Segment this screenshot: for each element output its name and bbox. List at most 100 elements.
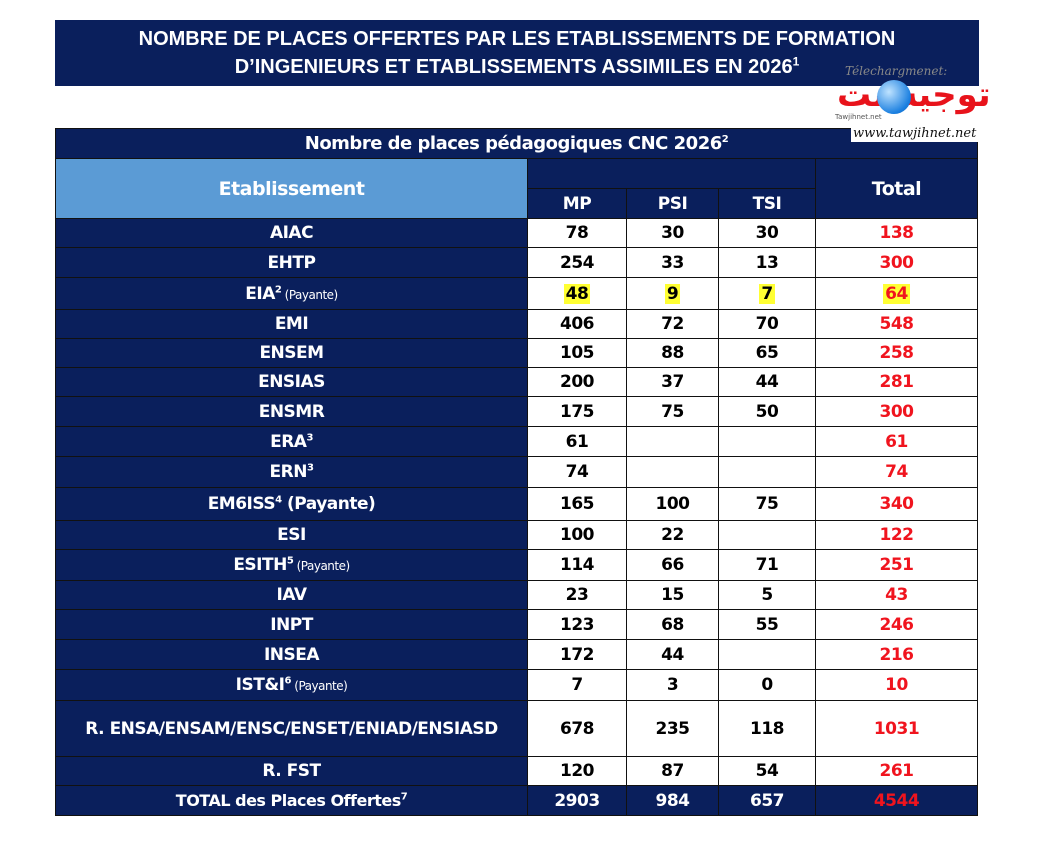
page-title: NOMBRE DE PLACES OFFERTES PAR LES ETABLI… bbox=[55, 20, 979, 86]
table-row: INPT 123 68 55 246 bbox=[55, 609, 978, 640]
table-row: ENSMR 175 75 50 300 bbox=[55, 396, 978, 427]
cell-mp: 74 bbox=[527, 456, 627, 488]
watermark-arabic: توجيه نت bbox=[837, 75, 991, 115]
etablissement-name: ERN bbox=[269, 462, 308, 482]
cell-total: 281 bbox=[815, 367, 978, 397]
etablissement-name: INSEA bbox=[263, 644, 320, 665]
cell-total: 258 bbox=[815, 338, 978, 368]
cell-tsi: 44 bbox=[718, 367, 816, 397]
cell-total: 340 bbox=[815, 487, 978, 521]
cell-mp: 200 bbox=[527, 367, 627, 397]
cell-psi: 15 bbox=[626, 580, 719, 610]
places-table: Nombre de places pédagogiques CNC 20262 … bbox=[55, 128, 978, 816]
cell-psi bbox=[626, 456, 719, 488]
cell-etablissement: INSEA bbox=[55, 639, 528, 670]
etablissement-name: ENSEM bbox=[259, 343, 324, 363]
etablissement-name: AIAC bbox=[269, 223, 314, 243]
table-row: ESITH5 (Payante) 114 66 71 251 bbox=[55, 549, 978, 581]
table-row: ERN3 74 74 bbox=[55, 456, 978, 488]
header-total: Total bbox=[815, 158, 978, 219]
cell-etablissement: INPT bbox=[55, 609, 528, 640]
table-row: ERA3 61 61 bbox=[55, 426, 978, 457]
cell-total: 138 bbox=[815, 218, 978, 248]
watermark-small: Tawjihnet.net bbox=[835, 113, 882, 121]
cell-total: 251 bbox=[815, 549, 978, 581]
cell-psi: 235 bbox=[626, 700, 719, 757]
cell-etablissement: ENSMR bbox=[55, 396, 528, 427]
cell-total: 300 bbox=[815, 396, 978, 427]
table-row: IAV 23 15 5 43 bbox=[55, 580, 978, 610]
watermark-logo: Télechargmenet: توجيه نت Tawjihnet.net w… bbox=[815, 62, 995, 144]
cell-psi: 68 bbox=[626, 609, 719, 640]
etablissement-name: EIA bbox=[245, 283, 275, 304]
cell-psi bbox=[626, 426, 719, 457]
cell-mp: 78 bbox=[527, 218, 627, 248]
cell-mp: 23 bbox=[527, 580, 627, 610]
cell-total: 43 bbox=[815, 580, 978, 610]
footnote-mark: 7 bbox=[400, 791, 408, 803]
cell-psi: 75 bbox=[626, 396, 719, 427]
cell-mp: 105 bbox=[527, 338, 627, 368]
total-mp: 2903 bbox=[527, 785, 627, 816]
cell-psi: 100 bbox=[626, 487, 719, 521]
cell-etablissement: R. ENSA/ENSAM/ENSC/ENSET/ENIAD/ENSIASD bbox=[55, 700, 528, 757]
cell-total: 74 bbox=[815, 456, 978, 488]
cell-total: 122 bbox=[815, 520, 978, 550]
highlighted-value: 48 bbox=[563, 283, 591, 304]
cell-etablissement: ESI bbox=[55, 520, 528, 550]
table-row: ENSEM 105 88 65 258 bbox=[55, 338, 978, 368]
etablissement-name: R. ENSA/ENSAM/ENSC/ENSET/ENIAD/ENSIASD bbox=[85, 718, 498, 739]
etablissement-name: ESI bbox=[277, 525, 306, 545]
table-row: EIA2 (Payante) 48 9 7 64 bbox=[55, 277, 978, 310]
table-caption: Nombre de places pédagogiques CNC 20262 bbox=[55, 128, 978, 159]
total-row: TOTAL des Places Offertes7 2903 984 657 4544 bbox=[55, 785, 978, 816]
etablissement-name: IST&I bbox=[235, 675, 285, 695]
cell-mp: 172 bbox=[527, 639, 627, 670]
footnote-mark: 2 bbox=[274, 283, 282, 295]
etablissement-name: EM6ISS bbox=[207, 494, 276, 514]
cell-mp: 120 bbox=[527, 756, 627, 786]
cell-etablissement: EMI bbox=[55, 309, 528, 339]
highlighted-value: 64 bbox=[883, 283, 910, 304]
cell-etablissement: EHTP bbox=[55, 247, 528, 278]
cell-etablissement: IAV bbox=[55, 580, 528, 610]
globe-icon bbox=[877, 80, 911, 114]
cell-total: 300 bbox=[815, 247, 978, 278]
cell-tsi: 7 bbox=[718, 277, 816, 310]
cell-total: 1031 bbox=[815, 700, 978, 757]
cell-tsi: 71 bbox=[718, 549, 816, 581]
cell-mp: 678 bbox=[527, 700, 627, 757]
table-row: AIAC 78 30 30 138 bbox=[55, 218, 978, 248]
footnote-mark: 3 bbox=[306, 431, 313, 443]
etablissement-name: IAV bbox=[276, 585, 308, 605]
table-row: EHTP 254 33 13 300 bbox=[55, 247, 978, 278]
cell-psi: 9 bbox=[626, 277, 719, 310]
etablissement-note: (Payante) bbox=[281, 287, 339, 302]
table-row: EM6ISS4 (Payante) 165 100 75 340 bbox=[55, 487, 978, 521]
cell-mp: 123 bbox=[527, 609, 627, 640]
cell-etablissement: ERA3 bbox=[55, 426, 528, 457]
cell-tsi: 70 bbox=[718, 309, 816, 339]
cell-total: 61 bbox=[815, 426, 978, 457]
cell-psi: 33 bbox=[626, 247, 719, 278]
cell-etablissement: EIA2 (Payante) bbox=[55, 277, 528, 310]
cell-etablissement: EM6ISS4 (Payante) bbox=[55, 487, 528, 521]
cell-mp: 165 bbox=[527, 487, 627, 521]
table-row: IST&I6 (Payante) 7 3 0 10 bbox=[55, 669, 978, 701]
header-etablissement: Etablissement bbox=[55, 158, 528, 219]
cell-etablissement: ERN3 bbox=[55, 456, 528, 488]
watermark-download: Télechargmenet: bbox=[845, 64, 948, 78]
cell-total: 10 bbox=[815, 669, 978, 701]
cell-etablissement: IST&I6 (Payante) bbox=[55, 669, 528, 701]
footnote-mark: 4 bbox=[275, 494, 282, 506]
total-grand: 4544 bbox=[815, 785, 978, 816]
table-row: R. ENSA/ENSAM/ENSC/ENSET/ENIAD/ENSIASD 67… bbox=[55, 700, 978, 757]
cell-etablissement: ENSIAS bbox=[55, 367, 528, 397]
table-row: ESI 100 22 122 bbox=[55, 520, 978, 550]
cell-etablissement: ENSEM bbox=[55, 338, 528, 368]
header-group bbox=[527, 158, 816, 189]
cell-total: 548 bbox=[815, 309, 978, 339]
table-row: EMI 406 72 70 548 bbox=[55, 309, 978, 339]
cell-mp: 175 bbox=[527, 396, 627, 427]
cell-mp: 100 bbox=[527, 520, 627, 550]
